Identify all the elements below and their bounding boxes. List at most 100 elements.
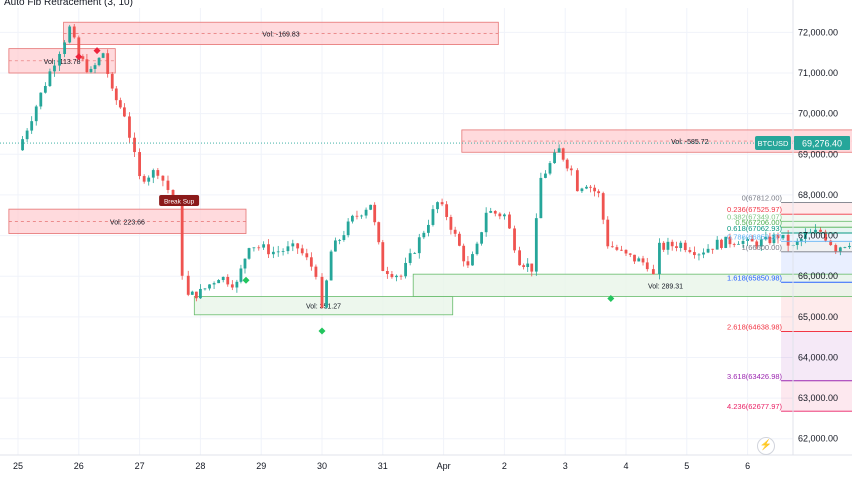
candle-body [230,284,234,288]
candle-body [795,241,799,246]
candle-body [351,215,354,222]
candle-body [346,221,350,236]
lightning-icon[interactable]: ⚡ [757,437,775,455]
candle-body [534,218,538,272]
candle-body [252,247,256,249]
candle-body [247,248,251,259]
candle-body [601,193,605,220]
last-price-label: 69,276.40 [802,139,842,149]
candle-body [561,148,565,160]
candle-body [575,170,579,192]
candle-body [413,253,417,254]
candle-body [848,245,851,248]
candle-body [48,71,52,86]
candle-body [440,202,444,205]
candle-body [706,248,710,253]
candle-body [431,209,435,225]
zone-volume-label: Vol: -169.83 [262,31,299,38]
candle-body [77,37,81,57]
candle-body [597,191,601,194]
candle-body [239,268,243,282]
candle-body [194,291,198,299]
fib-band [781,233,852,242]
candle-body [39,92,43,107]
candle-body [711,248,715,250]
candle-body [118,100,122,108]
candle-body [539,177,543,219]
candle-body [53,65,56,72]
fib-level-label: 2.618(64638.98) [727,323,783,332]
candle-body [208,284,211,289]
candle-body [97,57,101,66]
candle-body [829,240,833,246]
fib-level-label: 3.618(63426.98) [727,372,783,381]
candle-body [544,173,547,178]
candle-body [422,232,426,238]
candle-body [679,242,683,248]
candle-body [271,251,275,255]
candle-body [427,224,430,233]
candle-body [641,258,645,263]
candle-body [300,248,304,254]
candle-body [243,258,247,269]
candle-body [768,236,772,244]
candle-body [128,116,131,138]
price-axis-tick-label: 63,000.00 [798,393,838,403]
candle-body [190,291,194,295]
candle-body [93,65,97,69]
fib-band [781,202,852,215]
candle-body [212,283,216,285]
candle-body [72,26,76,38]
fib-level-label: 0(67812.00) [742,194,783,203]
zone-volume-label: Vol: -113.78 [44,59,81,66]
candle-body [309,257,313,267]
candle-body [101,53,105,58]
candle-body [645,262,649,270]
candle-body [518,250,521,266]
fib-band [781,241,852,252]
candle-body [662,242,666,250]
candle-body [764,236,768,240]
price-axis-tick-label: 64,000.00 [798,352,838,362]
candle-body [453,229,457,234]
candle-body [226,276,230,285]
candle-body [281,251,285,252]
candle-body [786,234,790,246]
candle-body [697,254,701,256]
sell-signal-marker [75,53,83,61]
candle-body [480,232,483,244]
candle-body [493,210,497,214]
candle-body [606,219,610,247]
candle-body [166,180,170,190]
zone-volume-label: Vol: -585.72 [671,139,708,146]
candle-body [333,240,337,252]
candle-body [759,239,763,247]
candle-body [843,247,847,248]
candle-body [180,202,184,276]
candle-body [569,168,573,171]
candle-body [553,152,556,164]
candle-body [489,210,493,213]
candle-body [257,247,261,249]
candle-body [286,246,290,252]
candle-body [235,281,239,288]
candle-body [508,214,511,229]
candle-body [484,212,488,233]
candle-body [814,229,817,233]
candle-body [620,249,623,251]
candle-body [466,261,470,266]
candle-body [156,170,160,176]
fib-level-label: 0.786(66859.37) [727,232,783,241]
candle-body [329,251,333,281]
candle-body [291,243,295,247]
price-axis-tick-label: 67,000.00 [798,231,838,241]
candle-body [799,238,803,242]
candle-body [34,106,38,122]
candle-body [138,152,141,177]
zone-volume-label: Vol: 223.66 [110,219,145,226]
candle-body [658,242,661,275]
price-axis-tick-label: 65,000.00 [798,312,838,322]
candle-body [408,253,412,263]
